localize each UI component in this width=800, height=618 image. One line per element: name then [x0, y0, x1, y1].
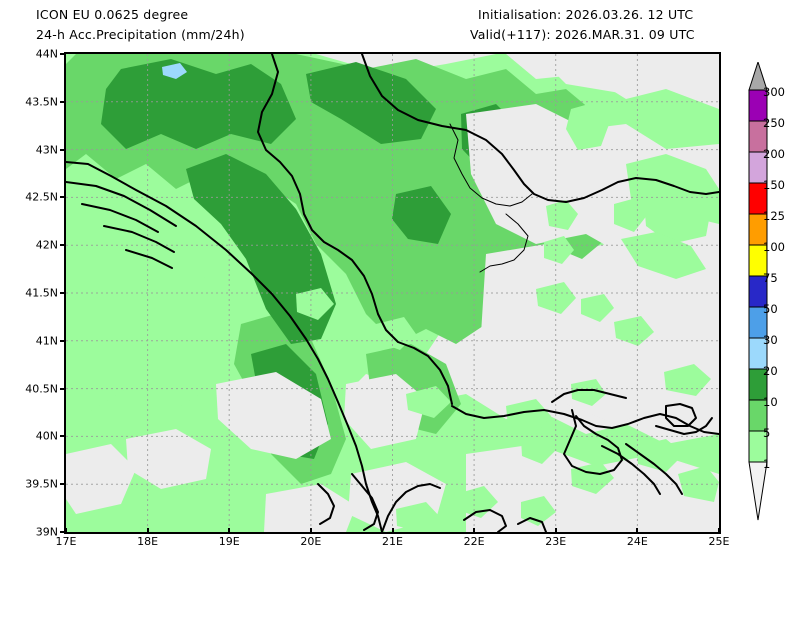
colorbar-label-100: 100: [763, 240, 785, 254]
y-tick-label-41N: 41N: [35, 334, 58, 348]
y-tick-mark: [60, 435, 66, 438]
y-tick-mark: [60, 292, 66, 294]
y-tick-label-39.5N: 39.5N: [25, 477, 58, 491]
x-tick-label-19E: 19E: [218, 535, 240, 548]
x-tick-label-21E: 21E: [382, 535, 403, 548]
x-tick-mark: [473, 528, 476, 534]
x-tick-label-24E: 24E: [626, 535, 648, 548]
y-tick-label-43.5N: 43.5N: [25, 95, 58, 109]
map-gridlines: [66, 54, 719, 532]
colorbar-label-1: 1: [763, 457, 771, 471]
model-name-label: ICON EU 0.0625 degree: [36, 7, 189, 22]
colorbar-label-150: 150: [763, 178, 785, 192]
x-tick-mark: [391, 528, 394, 534]
x-tick-label-23E: 23E: [545, 535, 567, 548]
x-tick-mark: [309, 528, 312, 534]
colorbar-label-20: 20: [763, 364, 778, 378]
y-tick-label-41.5N: 41.5N: [25, 286, 58, 300]
x-tick-mark: [636, 528, 639, 534]
colorbar-label-125: 125: [763, 209, 785, 223]
valid-time-label: Valid(+117): 2026.MAR.31. 09 UTC: [470, 27, 695, 42]
colorbar-label-5: 5: [763, 426, 771, 440]
y-tick-mark: [60, 387, 66, 390]
x-tick-mark: [65, 528, 67, 534]
y-tick-label-42.5N: 42.5N: [25, 190, 58, 204]
initialisation-time-label: Initialisation: 2026.03.26. 12 UTC: [478, 7, 694, 22]
coastline-and-borders: [66, 54, 719, 532]
x-tick-label-22E: 22E: [463, 535, 485, 548]
colorbar-svg: [748, 62, 768, 521]
y-tick-mark: [60, 483, 66, 486]
colorbar-label-50: 50: [763, 302, 778, 316]
field-name-label: 24-h Acc.Precipitation (mm/24h): [36, 27, 245, 42]
y-tick-mark: [60, 53, 66, 55]
y-tick-label-40.5N: 40.5N: [25, 382, 58, 396]
x-tick-label-18E: 18E: [137, 535, 159, 548]
scattered-precip-patches: [186, 102, 719, 532]
y-tick-label-40N: 40N: [35, 429, 58, 443]
x-tick-mark: [718, 528, 720, 534]
y-tick-mark: [60, 244, 66, 247]
x-tick-mark: [554, 528, 557, 534]
x-tick-mark: [228, 528, 231, 534]
colorbar-label-250: 250: [763, 116, 785, 130]
y-tick-mark: [60, 148, 66, 151]
contour-band-20-30mm: [162, 63, 187, 79]
x-tick-label-25E: 25E: [708, 535, 730, 548]
colorbar-label-300: 300: [763, 85, 785, 99]
y-tick-mark: [60, 100, 66, 103]
x-tick-mark: [146, 528, 149, 534]
y-tick-mark: [60, 339, 66, 342]
y-tick-mark: [60, 531, 66, 533]
precipitation-map-plot: [64, 52, 721, 534]
y-tick-label-39N: 39N: [35, 525, 58, 539]
x-tick-label-17E: 17E: [55, 535, 77, 548]
y-tick-label-43N: 43N: [35, 143, 58, 157]
colorbar: 300 250 200 150 125 100 75 50 30 20 10 5…: [737, 62, 797, 522]
colorbar-label-10: 10: [763, 395, 778, 409]
colorbar-label-30: 30: [763, 333, 778, 347]
y-tick-label-42N: 42N: [35, 238, 58, 252]
x-tick-label-20E: 20E: [300, 535, 322, 548]
colorbar-label-200: 200: [763, 147, 785, 161]
map-canvas: [66, 54, 719, 532]
y-tick-mark: [60, 196, 66, 199]
colorbar-label-75: 75: [763, 271, 778, 285]
y-tick-label-44N: 44N: [35, 47, 58, 61]
precipitation-field-svg: [66, 54, 719, 532]
